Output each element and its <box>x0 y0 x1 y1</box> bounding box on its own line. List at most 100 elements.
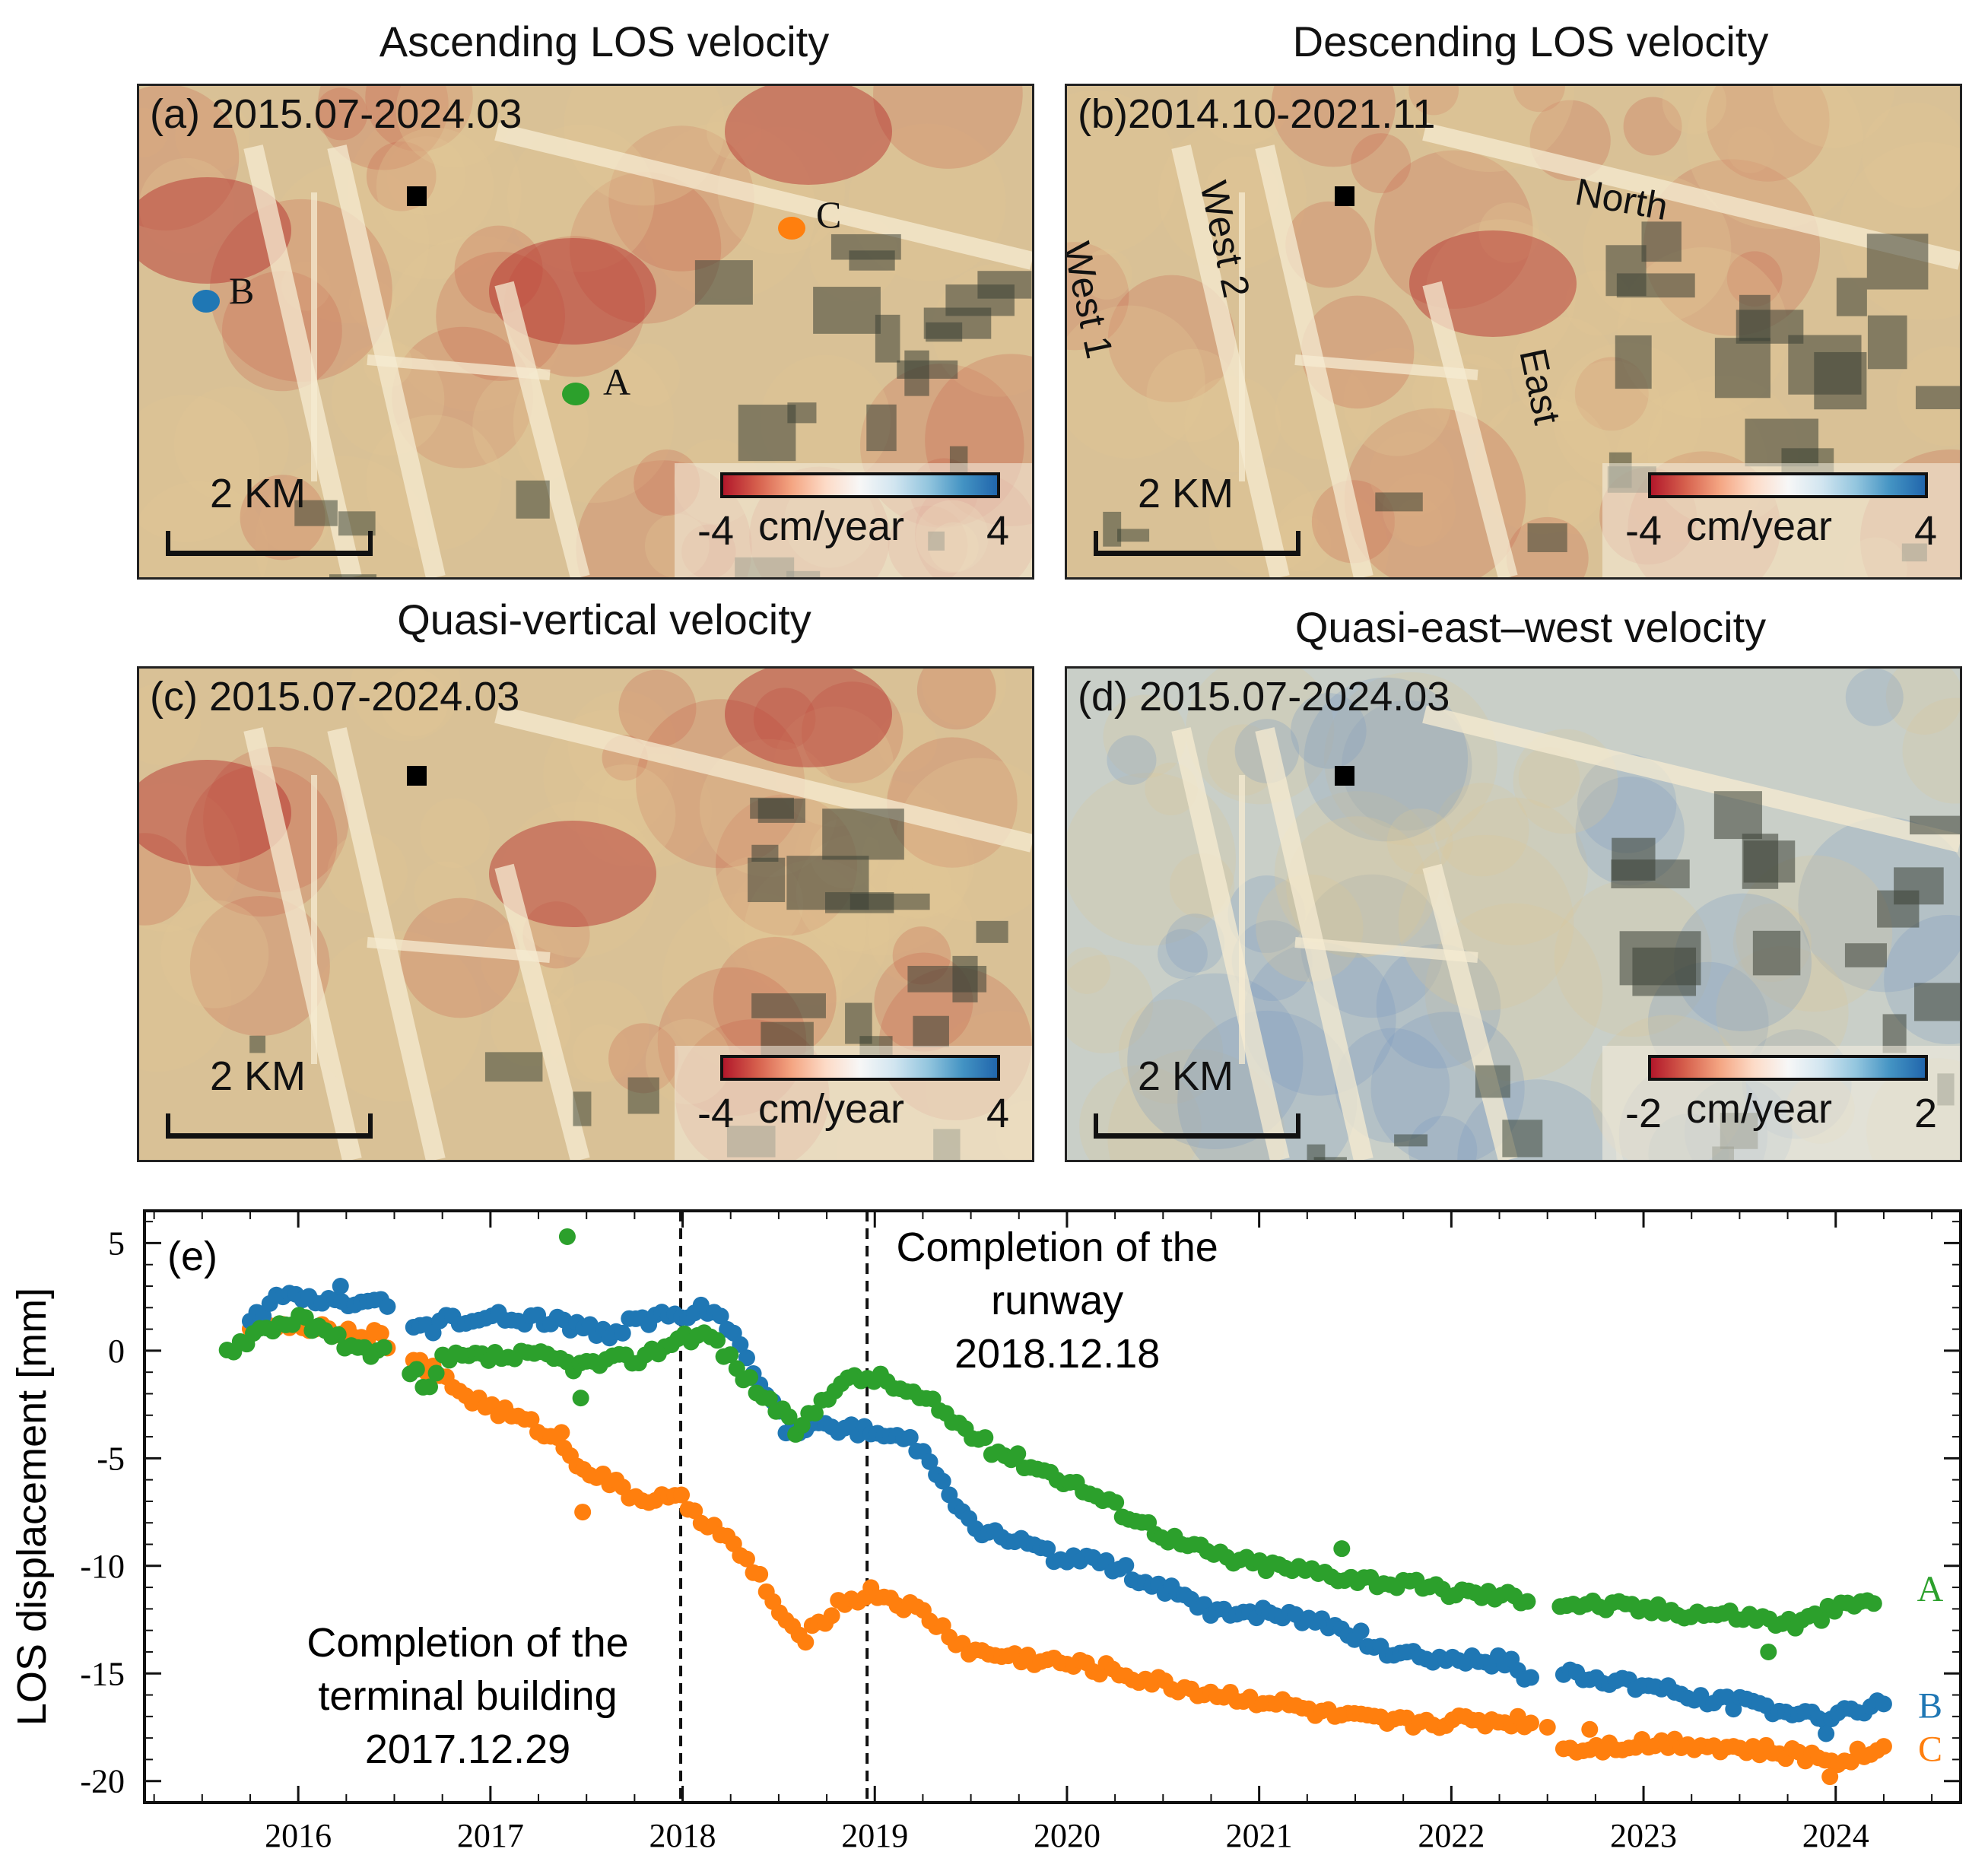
series-A-point <box>780 1408 798 1425</box>
reference-point-icon <box>1335 766 1354 786</box>
y-tick-label: -5 <box>97 1440 125 1477</box>
series-C-label: C <box>1918 1729 1942 1769</box>
x-tick-label: 2024 <box>1802 1817 1869 1854</box>
y-tick-label: -15 <box>80 1655 125 1692</box>
point-c-marker <box>778 217 805 240</box>
scale-bar: 2 KM <box>166 1053 373 1139</box>
panel-b-label: (b)2014.10-2021.11 <box>1078 91 1436 137</box>
scale-bar: 2 KM <box>166 471 373 556</box>
event-annotation: Completion of the <box>306 1620 628 1666</box>
series-B-point <box>614 1324 631 1342</box>
series-B-point <box>934 1472 951 1490</box>
series-C-point <box>553 1424 570 1441</box>
series-A-point <box>1333 1540 1351 1558</box>
series-B-point <box>1718 1688 1736 1706</box>
colorbar: -4 cm/year 4 <box>675 1046 1032 1160</box>
point-b-marker <box>192 290 220 313</box>
x-tick-label: 2018 <box>649 1817 716 1854</box>
series-B-point <box>1818 1725 1835 1742</box>
point-c-label: C <box>816 193 842 236</box>
series-B-label: B <box>1918 1686 1942 1726</box>
displacement-chart: 2016 2017 2018 2019 2020 2021 2022 2023 2024 5 0 -5… <box>9 1209 1962 1854</box>
series-B-point <box>921 1453 938 1470</box>
series-A-point <box>761 1390 778 1407</box>
series-C-point <box>738 1550 755 1568</box>
event-annotation: 2018.12.18 <box>954 1331 1160 1377</box>
series-A-point <box>558 1228 576 1245</box>
y-tick-label: -20 <box>80 1763 125 1800</box>
colorbar: -4 cm/year 4 <box>675 463 1032 577</box>
series-C-point <box>673 1486 691 1504</box>
event-annotation: Completion of the <box>897 1225 1218 1270</box>
series-C-point <box>372 1325 389 1342</box>
series-A-point <box>408 1361 425 1378</box>
reference-point-icon <box>407 766 427 786</box>
event-annotation: 2017.12.29 <box>365 1726 570 1772</box>
series-B-point <box>738 1349 755 1367</box>
panel-a-map: (a) 2015.07-2024.03 B C A 2 KM -4 cm/year… <box>137 84 1034 580</box>
series-A-point <box>977 1429 994 1447</box>
reference-point-icon <box>407 186 427 206</box>
panel-d-title: Quasi-east–west velocity <box>1294 603 1767 651</box>
series-A-point <box>427 1364 445 1382</box>
point-b-label: B <box>229 269 255 312</box>
y-tick-label: 5 <box>108 1225 125 1262</box>
panel-d-map: (d) 2015.07-2024.03 2 KM -2 cm/year 2 <box>1065 666 1962 1162</box>
series-C-point <box>1875 1738 1892 1755</box>
series-A-point <box>1813 1612 1831 1629</box>
series-A-point <box>1760 1643 1777 1660</box>
panel-b-map: (b)2014.10-2021.11 West 1 West 2 North E… <box>1065 84 1962 580</box>
series-A-point <box>572 1390 589 1407</box>
event-annotation: runway <box>991 1278 1123 1323</box>
series-B-point <box>901 1428 919 1446</box>
series-C-point <box>751 1565 769 1583</box>
y-axis-label: LOS displacement [mm] <box>9 1288 55 1726</box>
series-A-point <box>1107 1494 1125 1511</box>
series-B-point <box>1522 1669 1539 1686</box>
scale-bar: 2 KM <box>1094 1053 1300 1139</box>
colorbar: -4 cm/year 4 <box>1602 463 1960 577</box>
series-B-point <box>1352 1622 1370 1640</box>
panel-d-label: (d) 2015.07-2024.03 <box>1078 674 1450 719</box>
scale-bar: 2 KM <box>1094 471 1300 556</box>
series-A-point <box>297 1309 314 1326</box>
series-A-point <box>375 1339 392 1356</box>
series-C-point <box>1842 1753 1859 1771</box>
series-A-point <box>722 1346 739 1364</box>
series-C-point <box>1522 1714 1539 1732</box>
series-C-point <box>1539 1718 1556 1736</box>
series-C-point <box>1581 1720 1599 1738</box>
series-B-point <box>1039 1540 1056 1558</box>
series-A-point <box>421 1378 439 1396</box>
panel-e-label: (e) <box>167 1234 218 1279</box>
y-tick-label: 0 <box>108 1333 125 1370</box>
y-tick-label: -10 <box>80 1548 125 1585</box>
panel-c-map: (c) 2015.07-2024.03 2 KM -4 cm/year 4 <box>137 666 1034 1162</box>
panel-a-label: (a) 2015.07-2024.03 <box>150 91 522 137</box>
x-tick-label: 2021 <box>1226 1817 1293 1854</box>
series-A-point <box>1009 1445 1027 1463</box>
series-C-point <box>1821 1768 1839 1786</box>
series-A-point <box>806 1404 824 1422</box>
x-tick-label: 2023 <box>1610 1817 1677 1854</box>
series-A-point <box>1865 1595 1882 1612</box>
x-tick-label: 2022 <box>1418 1817 1485 1854</box>
series-C-point <box>823 1607 840 1625</box>
series-C-point <box>574 1504 592 1521</box>
panel-c-title: Quasi-vertical velocity <box>397 596 811 643</box>
colorbar: -2 cm/year 2 <box>1602 1046 1960 1160</box>
panel-c-label: (c) 2015.07-2024.03 <box>150 674 520 719</box>
point-a-label: A <box>603 361 631 403</box>
series-B-point <box>332 1278 349 1295</box>
series-B-point <box>379 1298 396 1315</box>
series-A-point <box>709 1332 726 1349</box>
reference-point-icon <box>1335 186 1354 206</box>
x-tick-label: 2016 <box>265 1817 332 1854</box>
series-A-point <box>1519 1593 1536 1610</box>
x-tick-label: 2017 <box>457 1817 524 1854</box>
series-C-point <box>686 1502 703 1520</box>
series-A-point <box>742 1369 758 1387</box>
series-B-point <box>712 1307 729 1325</box>
event-annotation: terminal building <box>318 1673 617 1719</box>
panel-a-title: Ascending LOS velocity <box>379 17 830 65</box>
